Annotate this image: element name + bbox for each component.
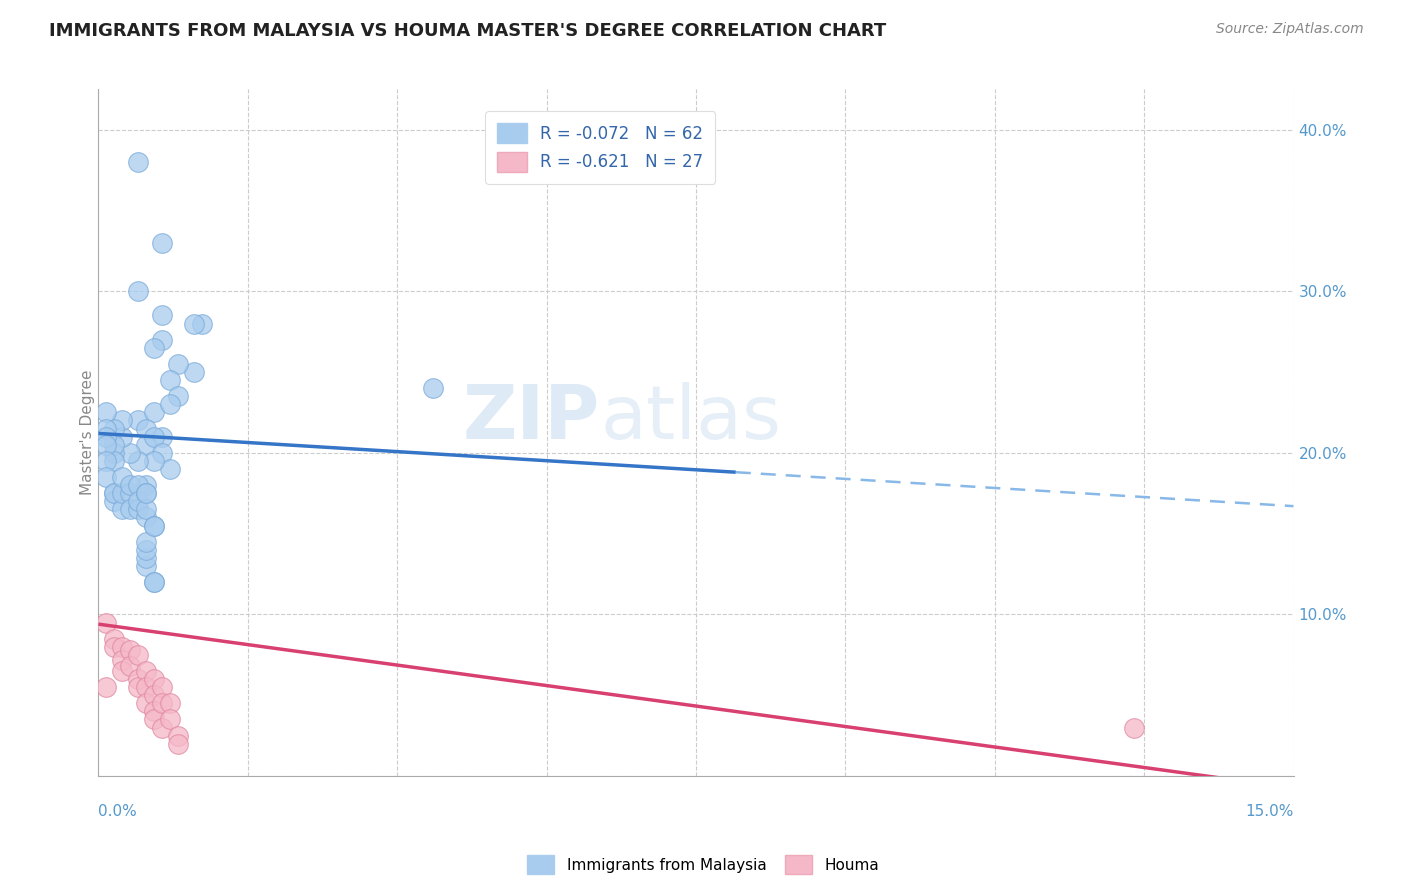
Point [183,365,205,379]
Point [150,309,173,323]
Point [143,518,166,533]
Point [167,389,190,403]
Point [96,470,118,484]
Point [96,615,118,630]
Text: IMMIGRANTS FROM MALAYSIA VS HOUMA MASTER'S DEGREE CORRELATION CHART: IMMIGRANTS FROM MALAYSIA VS HOUMA MASTER… [49,22,886,40]
Point [103,438,125,452]
Point [135,558,157,573]
Point [127,478,149,492]
Point [111,486,134,500]
Point [135,680,157,694]
Point [159,713,181,727]
Point [135,664,157,678]
Point [159,696,181,710]
Point [111,470,134,484]
Point [183,317,205,331]
Point [135,510,157,524]
Legend: R = -0.072   N = 62, R = -0.621   N = 27: R = -0.072 N = 62, R = -0.621 N = 27 [485,112,716,184]
Point [191,317,214,331]
Point [103,632,125,646]
Point [159,397,181,411]
Point [103,446,125,460]
Point [120,478,142,492]
Point [127,672,149,686]
Point [422,381,444,395]
Point [111,653,134,667]
Point [159,373,181,387]
Point [150,696,173,710]
Point [96,454,118,468]
Point [150,430,173,444]
Point [143,713,166,727]
Point [135,421,157,435]
Point [111,413,134,427]
Point [135,486,157,500]
Point [1123,721,1146,735]
Point [143,688,166,702]
Point [167,357,190,371]
Point [96,430,118,444]
Point [120,643,142,657]
Point [150,235,173,250]
Point [167,729,190,743]
Point [96,680,118,694]
Point [143,575,166,590]
Point [150,446,173,460]
Point [120,446,142,460]
Point [111,430,134,444]
Point [143,575,166,590]
Point [127,680,149,694]
Point [135,542,157,557]
Point [135,696,157,710]
Point [111,640,134,654]
Point [127,284,149,298]
Text: 15.0%: 15.0% [1246,805,1294,819]
Point [127,413,149,427]
Point [103,454,125,468]
Point [96,438,118,452]
Point [135,478,157,492]
Point [143,672,166,686]
Point [135,502,157,516]
Y-axis label: Master's Degree: Master's Degree [80,370,94,495]
Point [103,494,125,508]
Point [96,421,118,435]
Point [135,438,157,452]
Point [127,155,149,169]
Point [143,430,166,444]
Point [111,664,134,678]
Point [103,486,125,500]
Point [135,534,157,549]
Point [143,705,166,719]
Point [150,721,173,735]
Point [96,405,118,419]
Point [120,502,142,516]
Point [159,462,181,476]
Point [127,648,149,662]
Point [143,405,166,419]
Point [127,454,149,468]
Point [103,486,125,500]
Point [127,502,149,516]
Point [167,737,190,751]
Point [127,494,149,508]
Text: Source: ZipAtlas.com: Source: ZipAtlas.com [1216,22,1364,37]
Point [135,550,157,565]
Text: 0.0%: 0.0% [98,805,138,819]
Point [150,333,173,347]
Text: atlas: atlas [600,383,782,456]
Point [135,486,157,500]
Text: ZIP: ZIP [463,383,600,456]
Legend: Immigrants from Malaysia, Houma: Immigrants from Malaysia, Houma [520,849,886,880]
Point [150,680,173,694]
Point [111,502,134,516]
Point [143,341,166,355]
Point [143,518,166,533]
Point [103,421,125,435]
Point [120,659,142,673]
Point [103,640,125,654]
Point [120,486,142,500]
Point [143,454,166,468]
